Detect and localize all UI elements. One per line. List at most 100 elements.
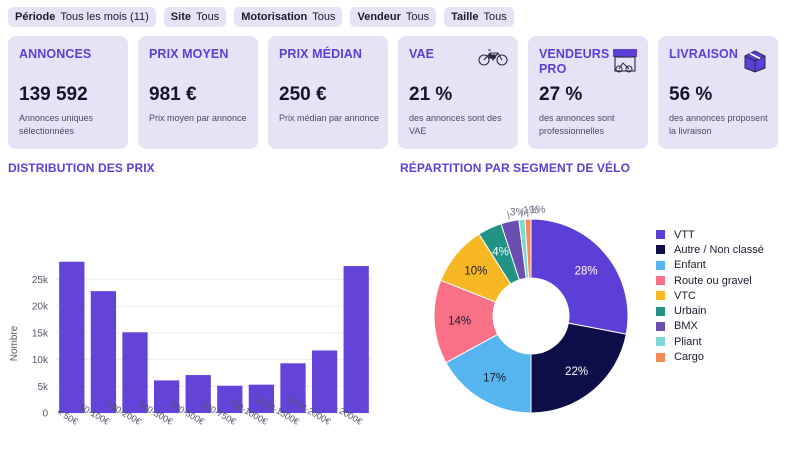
- legend-label: Autre / Non classé: [674, 243, 764, 256]
- legend-item[interactable]: Autre / Non classé: [656, 242, 764, 257]
- legend-label: BMX: [674, 320, 698, 333]
- slice-leader-line: [507, 211, 510, 220]
- kpi-description: Prix médian par annonce: [279, 113, 380, 123]
- legend-label: Urbain: [674, 305, 707, 318]
- filter-vendeur[interactable]: Vendeur Tous: [350, 7, 437, 27]
- filter-site[interactable]: Site Tous: [163, 7, 227, 27]
- kpi-card-vendeurs-pro: VENDEURS PRO 27 % des annonces sont prof…: [528, 36, 648, 149]
- pie-slice[interactable]: [524, 218, 532, 279]
- kpi-description: des annonces proposent la livraison: [669, 113, 768, 136]
- legend-label: Cargo: [674, 351, 704, 364]
- legend-item[interactable]: VTC: [656, 288, 764, 303]
- y-tick-label: 20k: [32, 302, 49, 313]
- filter-value: Tous les mois (11): [60, 11, 149, 23]
- slice-label: 10%: [464, 265, 487, 277]
- bar[interactable]: [217, 385, 243, 413]
- kpi-title: ANNONCES: [19, 47, 92, 61]
- legend-swatch: [656, 306, 665, 316]
- price-distribution-title: DISTRIBUTION DES PRIX: [8, 161, 155, 175]
- kpi-value: 139 592: [19, 84, 88, 105]
- filter-value: Tous: [312, 11, 336, 23]
- kpi-title: LIVRAISON: [669, 47, 738, 61]
- kpi-title: VENDEURS PRO: [539, 47, 610, 76]
- y-tick-label: 25k: [32, 275, 49, 286]
- kpi-title: PRIX MÉDIAN: [279, 47, 363, 61]
- kpi-title: PRIX MOYEN: [149, 47, 229, 61]
- legend-item[interactable]: BMX: [656, 319, 764, 334]
- kpi-value: 250 €: [279, 84, 327, 105]
- bar[interactable]: [90, 291, 117, 413]
- filter-bar: Période Tous les mois (11) Site Tous Motor…: [8, 7, 514, 27]
- kpi-value: 981 €: [149, 84, 197, 105]
- kpi-card-prix-median: PRIX MÉDIAN 250 € Prix médian par annonc…: [268, 36, 388, 149]
- y-tick-label: 5k: [37, 382, 49, 393]
- y-axis-label: Nombre: [9, 325, 20, 361]
- filter-key: Période: [15, 11, 56, 23]
- legend-item[interactable]: Cargo: [656, 349, 764, 364]
- segment-donut-chart: 28%22%17%14%10%4%3%1%1%: [433, 205, 629, 414]
- legend-item[interactable]: Enfant: [656, 258, 764, 273]
- bar[interactable]: [280, 363, 306, 413]
- legend-swatch: [656, 230, 665, 240]
- legend-item[interactable]: Route ou gravel: [656, 273, 764, 288]
- kpi-value: 56 %: [669, 84, 713, 105]
- segment-split-title: RÉPARTITION PAR SEGMENT DE VÉLO: [400, 161, 631, 175]
- bar[interactable]: [248, 384, 275, 413]
- legend-swatch: [656, 321, 665, 331]
- slice-label: 14%: [448, 315, 471, 327]
- filter-motorisation[interactable]: Motorisation Tous: [234, 7, 343, 27]
- legend-swatch: [656, 245, 665, 255]
- kpi-title: VAE: [409, 47, 435, 61]
- y-tick-label: 10k: [32, 355, 49, 366]
- filter-periode[interactable]: Période Tous les mois (11): [8, 7, 156, 27]
- filter-key: Taille: [451, 11, 479, 23]
- legend-item[interactable]: VTT: [656, 227, 764, 242]
- legend-swatch: [656, 291, 665, 301]
- filter-key: Site: [170, 11, 191, 23]
- pie-slice[interactable]: [445, 333, 532, 414]
- filter-value: Tous: [195, 11, 220, 23]
- pie-slice[interactable]: [530, 322, 627, 414]
- filter-value: Tous: [483, 11, 507, 23]
- filter-value: Tous: [405, 11, 430, 23]
- legend-swatch: [656, 260, 665, 270]
- kpi-description: des annonces sont professionnelles: [539, 113, 615, 136]
- pie-slice[interactable]: [530, 218, 629, 335]
- filter-taille[interactable]: Taille Tous: [444, 7, 514, 27]
- package-icon: [742, 48, 768, 79]
- bar[interactable]: [311, 350, 338, 413]
- kpi-description: Annonces uniques sélectionnées: [19, 113, 94, 136]
- kpi-value: 27 %: [539, 84, 583, 105]
- slice-label: 4%: [492, 246, 509, 258]
- legend-label: Enfant: [674, 259, 706, 272]
- y-tick-label: 15k: [32, 328, 49, 339]
- slice-leader-line: [520, 209, 523, 218]
- kpi-description: Prix moyen par annonce: [149, 113, 247, 123]
- legend-swatch: [656, 337, 665, 347]
- bar[interactable]: [153, 380, 180, 413]
- slice-label: 1%: [523, 205, 539, 216]
- shop-icon: [612, 48, 638, 79]
- legend-item[interactable]: Pliant: [656, 334, 764, 349]
- kpi-card-annonces: ANNONCES 139 592 Annonces uniques sélect…: [8, 36, 128, 149]
- kpi-card-livraison: LIVRAISON 56 % des annonces proposent la…: [658, 36, 778, 149]
- kpi-cards: ANNONCES 139 592 Annonces uniques sélect…: [8, 36, 778, 149]
- bar[interactable]: [185, 375, 211, 413]
- legend-swatch: [656, 352, 665, 362]
- segment-legend: VTT Autre / Non classé Enfant Route ou grav…: [656, 227, 764, 365]
- slice-label: 1%: [530, 205, 546, 216]
- ebike-icon: [478, 48, 508, 71]
- legend-swatch: [656, 276, 665, 286]
- filter-key: Vendeur: [357, 11, 401, 23]
- y-tick-label: 0: [42, 409, 48, 420]
- legend-label: VTC: [674, 289, 696, 302]
- bar[interactable]: [122, 332, 148, 413]
- slice-label: 22%: [565, 366, 588, 378]
- bar[interactable]: [343, 266, 369, 413]
- slice-label: 17%: [483, 373, 506, 385]
- bar[interactable]: [59, 261, 85, 413]
- legend-item[interactable]: Urbain: [656, 303, 764, 318]
- legend-label: Pliant: [674, 335, 702, 348]
- slice-label: 28%: [575, 265, 598, 277]
- filter-key: Motorisation: [241, 11, 308, 23]
